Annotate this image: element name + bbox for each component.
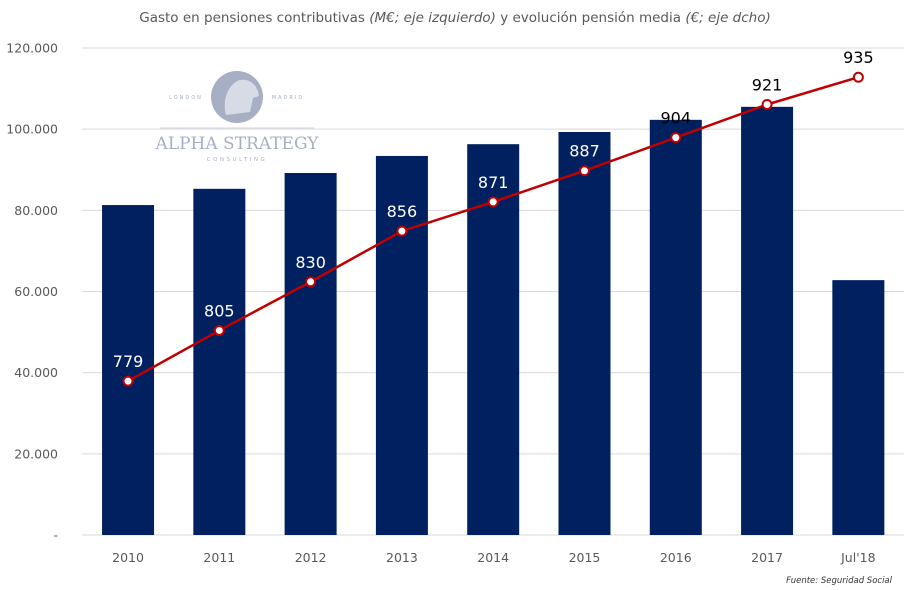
x-tick-label: 2011: [203, 550, 235, 565]
title-part: y evolución pensión media: [495, 10, 686, 26]
data-label: 830: [295, 253, 326, 272]
title-part: (M€; eje izquierdo): [369, 10, 496, 26]
lion-logo-icon: [224, 79, 259, 115]
bar: [102, 205, 155, 535]
y-tick-label: 120.000: [6, 41, 58, 56]
logo-city-right: MADRID: [272, 95, 304, 101]
x-tick-label: 2017: [751, 550, 783, 565]
line-point: [578, 165, 590, 177]
bar: [649, 119, 702, 536]
data-label: 921: [752, 75, 783, 94]
title-part: (€; eje dcho): [685, 10, 771, 26]
y-tick-label: 80.000: [14, 203, 58, 218]
y-tick-label: -: [53, 528, 58, 543]
logo-name: ALPHA STRATEGY: [155, 134, 320, 154]
x-tick-label: Jul'18: [840, 550, 875, 565]
line-point: [213, 324, 225, 336]
bar: [741, 106, 794, 536]
bar: [193, 188, 246, 536]
y-tick-label: 20.000: [14, 446, 58, 461]
source-note: Fuente: Seguridad Social: [786, 576, 892, 586]
data-label: 887: [569, 142, 600, 161]
x-tick-label: 2010: [112, 550, 144, 565]
x-tick-label: 2016: [660, 550, 692, 565]
line-point: [670, 132, 682, 144]
bar: [832, 280, 885, 535]
line-point: [122, 375, 134, 387]
data-label: 871: [478, 173, 509, 192]
data-label: 904: [661, 109, 692, 128]
data-label: 856: [387, 202, 418, 221]
bar: [284, 172, 337, 535]
data-label: 935: [843, 48, 874, 67]
line-point: [487, 196, 499, 208]
y-tick-label: 60.000: [14, 284, 58, 299]
title-part: Gasto en pensiones contributivas: [139, 10, 370, 26]
x-tick-label: 2013: [386, 550, 418, 565]
y-tick-label: 40.000: [14, 365, 58, 380]
chart-title: Gasto en pensiones contributivas (M€; ej…: [0, 10, 910, 26]
x-tick-label: 2012: [295, 550, 327, 565]
bar: [558, 132, 611, 535]
line-point: [396, 225, 408, 237]
data-label: 805: [204, 301, 235, 320]
logo-sub: CONSULTING: [207, 157, 267, 163]
logo-city-left: LONDON: [169, 95, 203, 101]
line-point: [761, 98, 773, 110]
x-tick-label: 2015: [569, 550, 601, 565]
bar: [467, 144, 520, 535]
y-tick-label: 100.000: [6, 122, 58, 137]
line-point: [852, 71, 864, 83]
line-point: [305, 276, 317, 288]
data-label: 779: [113, 352, 144, 371]
bar: [375, 155, 428, 535]
x-tick-label: 2014: [477, 550, 509, 565]
